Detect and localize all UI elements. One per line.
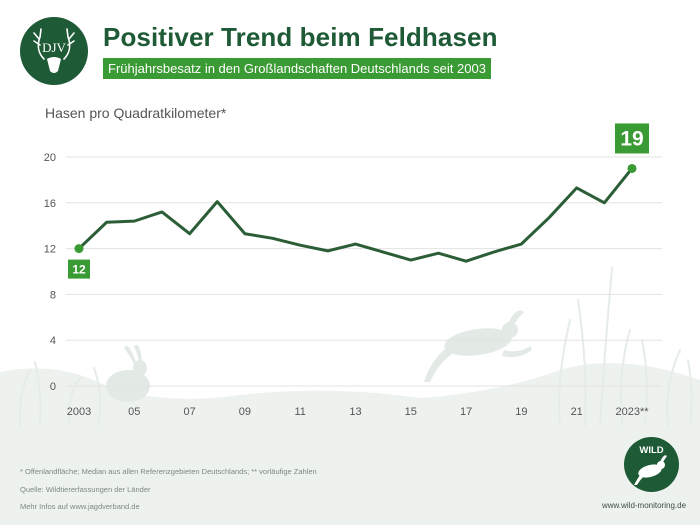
x-tick-label: 07 — [183, 406, 195, 418]
more-info-link[interactable]: Mehr Infos auf www.jagdverband.de — [20, 502, 140, 511]
wild-monitoring-link[interactable]: www.wild-monitoring.de — [602, 501, 687, 510]
deer-head-icon: DJV — [33, 28, 75, 73]
x-tick-label: 17 — [460, 406, 472, 418]
y-axis-ticks: 0 4 8 12 16 20 — [44, 152, 56, 393]
endpoint-marker — [74, 244, 84, 254]
y-tick-label: 4 — [50, 335, 56, 347]
running-hare-icon — [424, 310, 532, 382]
x-tick-label: 09 — [239, 406, 251, 418]
series-line — [77, 166, 634, 263]
hare-icon — [106, 344, 150, 402]
x-tick-label: 2003 — [67, 406, 91, 418]
x-tick-label: 05 — [128, 406, 140, 418]
source-note: Quelle: Wildtiererfassungen der Länder — [20, 485, 151, 494]
first-value-badge — [68, 259, 90, 279]
x-tick-label: 13 — [349, 406, 361, 418]
y-tick-label: 16 — [44, 198, 56, 210]
last-value-badge — [615, 123, 649, 154]
x-tick-label: 15 — [405, 406, 417, 418]
meadow-background — [0, 267, 700, 426]
page-title: Positiver Trend beim Feldhasen — [103, 22, 498, 52]
wild-logo: WILD — [624, 437, 679, 492]
y-tick-label: 20 — [44, 152, 56, 164]
page-subtitle: Frühjahrsbesatz in den Großlandschaften … — [103, 58, 491, 79]
y-tick-label: 8 — [50, 289, 56, 301]
grid-lines — [66, 156, 662, 387]
footer-band — [0, 423, 700, 525]
logo-text: DJV — [42, 40, 66, 55]
x-tick-label: 19 — [515, 406, 527, 418]
y-tick-label: 0 — [50, 381, 56, 393]
footnote: * Offenlandfläche; Median aus allen Refe… — [20, 467, 317, 476]
endpoint-marker — [627, 163, 637, 173]
running-hare-icon — [634, 455, 667, 485]
x-axis-ticks: 2003 05 07 09 11 13 15 17 19 21 2023** — [67, 406, 649, 418]
wild-logo-text: WILD — [639, 445, 663, 456]
y-tick-label: 12 — [44, 244, 56, 256]
first-value-label: 12 — [72, 263, 86, 277]
x-tick-label: 11 — [294, 406, 305, 418]
x-tick-label: 21 — [571, 406, 583, 418]
annotations: 12 19 — [68, 123, 649, 279]
djv-logo: DJV — [20, 17, 88, 85]
x-tick-label: 2023** — [615, 406, 649, 418]
y-axis-label: Hasen pro Quadratkilometer* — [45, 105, 227, 121]
last-value-label: 19 — [620, 127, 643, 150]
series-layer — [74, 163, 637, 263]
